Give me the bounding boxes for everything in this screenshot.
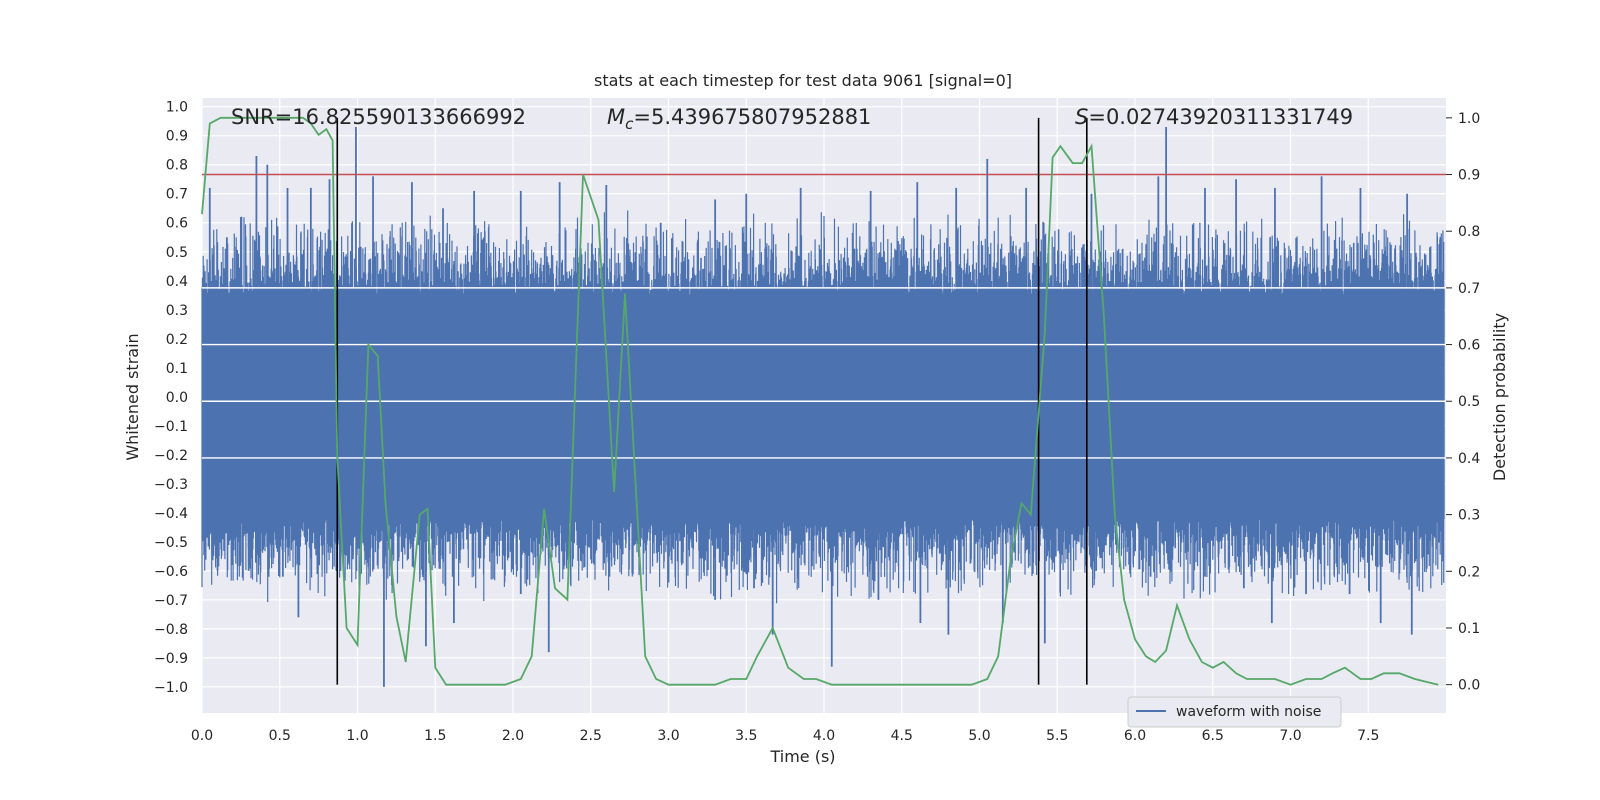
s-value: =0.02743920311331749 [1088,105,1353,129]
y2-tick-label: 0.7 [1458,281,1480,297]
legend-box [1127,696,1342,728]
x-tick-label: 6.0 [1124,728,1146,744]
y-tick-label: 0.6 [166,216,188,232]
y2-tick-label: 0.4 [1458,451,1480,467]
y2-tick-label: 0.0 [1458,678,1480,694]
y2-tick-label: 0.5 [1458,394,1480,410]
y-axis-ticks: 1.0 0.9 0.8 0.7 0.6 0.5 0.4 0.3 0.2 0.1 0.0 −0.1 −0.… [154,100,188,696]
y2-gridlines [202,287,1446,459]
detection-probability-line [201,116,1439,686]
y-tick-label: 0.1 [166,361,188,377]
chart-title: stats at each timestep for test data 906… [594,71,1012,90]
y2-axis-ticks: 0.0 0.1 0.2 0.3 0.4 0.5 0.6 0.7 0.8 0.9 1.0 [1446,111,1480,694]
x-tick-label: 7.0 [1279,728,1301,744]
y-tick-label: 0.8 [166,158,188,174]
x-tick-label: 5.5 [1046,728,1068,744]
y-tick-label: 0.3 [166,303,188,319]
snr-annotation: SNR=16.825590133666992 [231,105,526,129]
x-tick-label: 2.0 [502,728,524,744]
y-tick-label: 0.0 [166,390,188,406]
chirp-mass-subscript: c [625,115,634,133]
y-tick-label: −0.8 [154,622,188,638]
y2-tick-label: 0.8 [1458,224,1480,240]
y-tick-label: 0.4 [166,274,188,290]
y2-tick-label: 0.6 [1458,338,1480,354]
y-tick-label: 0.2 [166,332,188,348]
x-tick-label: 2.5 [580,728,602,744]
y-tick-label: −0.5 [154,535,188,551]
s-symbol: S [1075,105,1088,129]
y-tick-label: −0.2 [154,448,188,464]
x-axis-label: Time (s) [769,747,835,766]
y2-tick-label: 0.3 [1458,508,1480,524]
x-tick-label: 6.5 [1202,728,1224,744]
x-tick-label: 3.5 [735,728,757,744]
y-tick-label: 1.0 [166,100,188,116]
y-tick-label: 0.5 [166,245,188,261]
x-axis-ticks: 0.0 0.5 1.0 1.5 2.0 2.5 3.0 3.5 4.0 4.5 5.0 5.5 6.0 6… [191,728,1380,744]
x-tick-label: 4.0 [813,728,835,744]
x-tick-label: 1.0 [346,728,368,744]
x-tick-label: 3.0 [657,728,679,744]
legend: waveform with noise [1127,696,1342,728]
waveform-series [201,127,1445,687]
s-annotation: S=0.02743920311331749 [1075,105,1353,129]
y-tick-label: 0.7 [166,187,188,203]
y-tick-label: −1.0 [154,680,188,696]
x-tick-label: 5.0 [968,728,990,744]
y-tick-label: 0.9 [166,129,188,145]
chirp-mass-annotation: Mc=5.439675807952881 [607,105,871,133]
y-tick-label: −0.3 [154,477,188,493]
x-tick-label: 1.5 [424,728,446,744]
y-tick-label: −0.7 [154,593,188,609]
chirp-mass-symbol: M [607,105,625,129]
y-tick-label: −0.4 [154,506,188,522]
y2-axis-label: Detection probability [1490,313,1509,481]
x-tick-label: 0.5 [269,728,291,744]
waveform-core-band [202,295,1442,519]
legend-label: waveform with noise [1176,704,1321,720]
y2-tick-label: 0.1 [1458,621,1480,637]
x-tick-label: 4.5 [891,728,913,744]
y-tick-label: −0.1 [154,419,188,435]
y-axis-label: Whitened strain [123,333,142,460]
x-tick-label: 0.0 [191,728,213,744]
chirp-mass-value: =5.439675807952881 [633,105,871,129]
y2-tick-label: 0.9 [1458,168,1480,184]
y2-tick-label: 0.2 [1458,564,1480,580]
x-tick-label: 7.5 [1357,728,1379,744]
y-tick-label: −0.6 [154,564,188,580]
y-tick-label: −0.9 [154,651,188,667]
y2-tick-label: 1.0 [1458,111,1480,127]
